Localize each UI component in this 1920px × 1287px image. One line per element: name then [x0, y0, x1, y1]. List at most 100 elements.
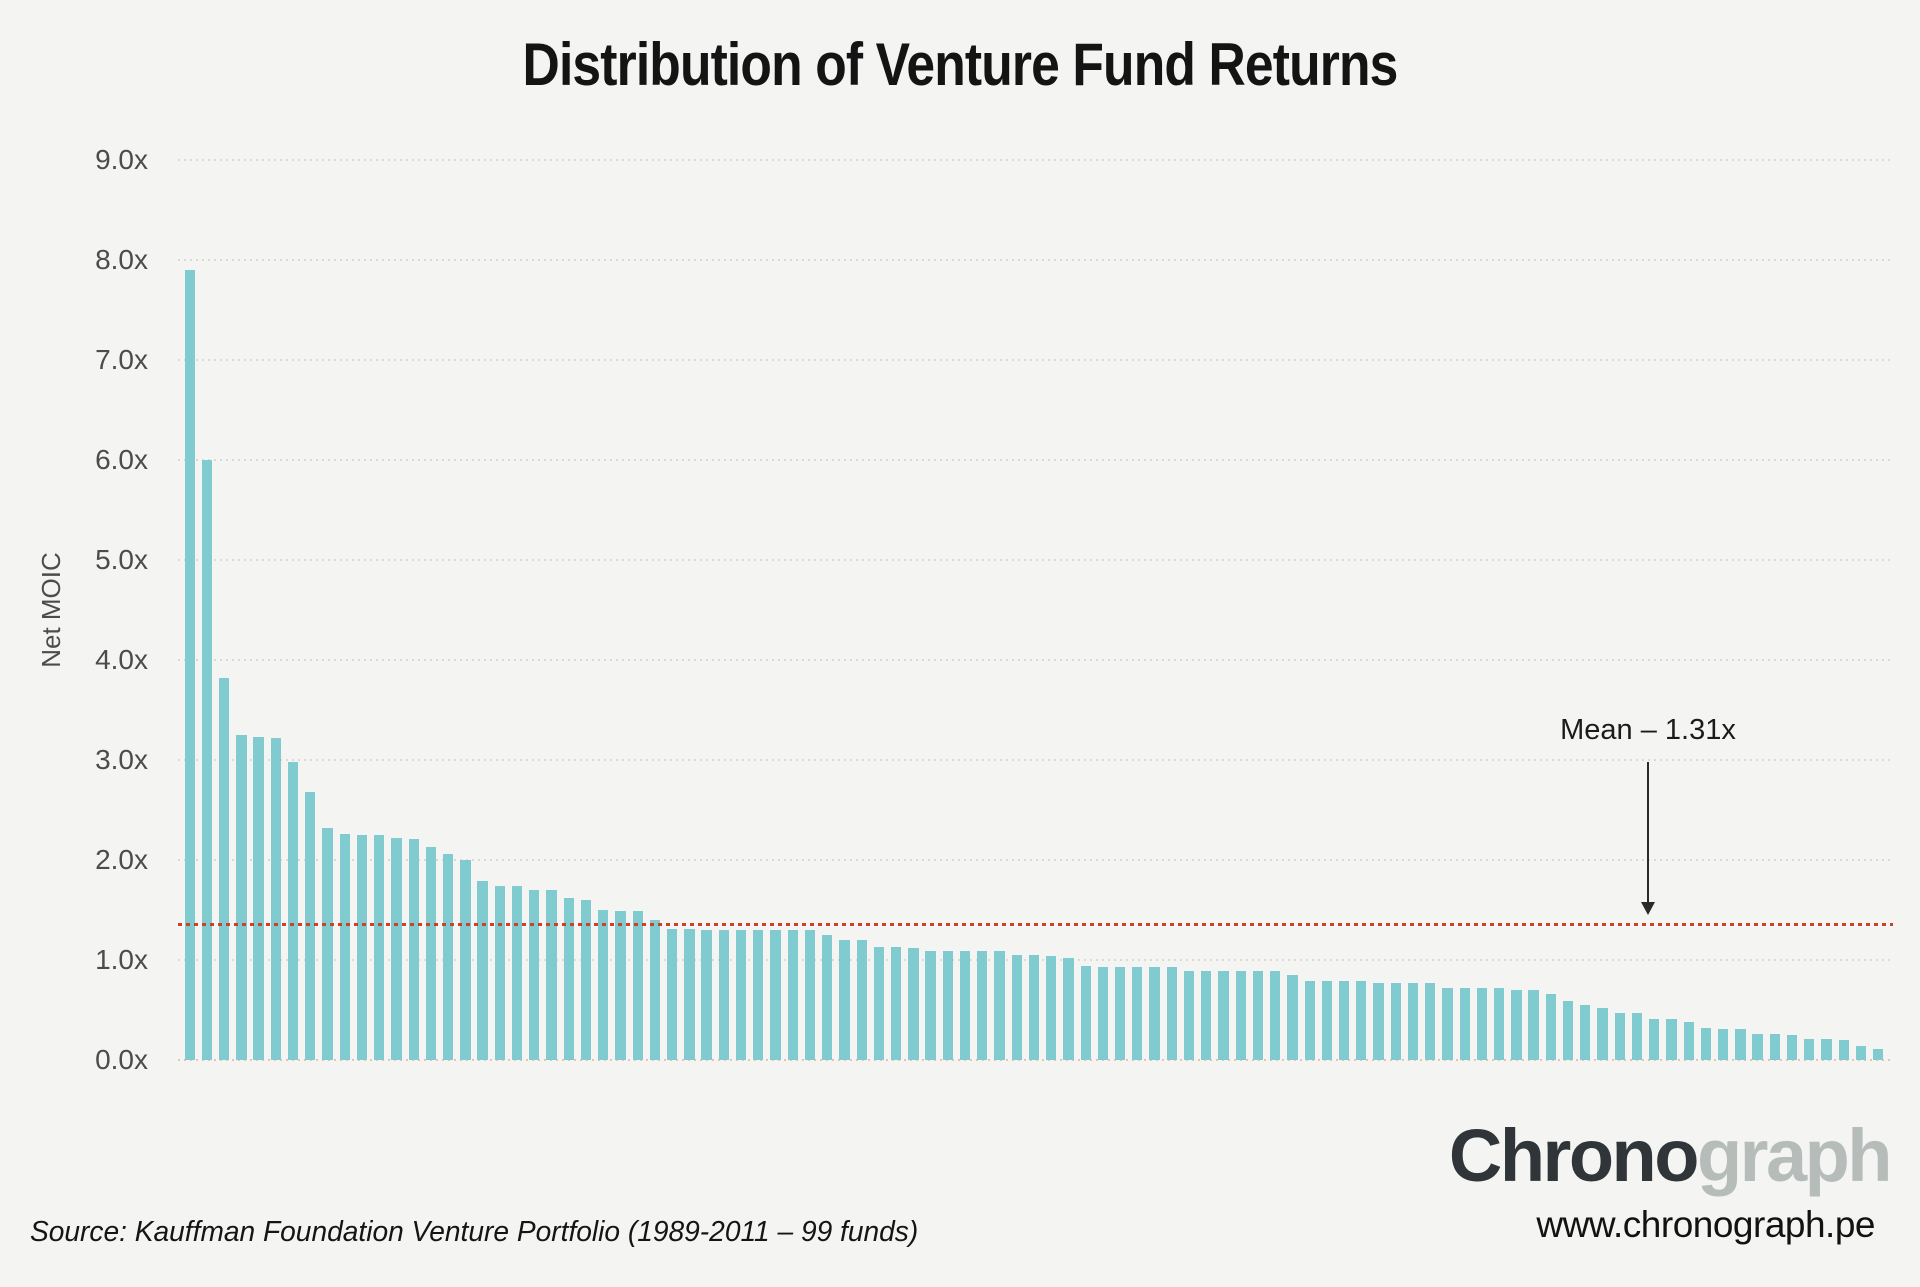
bar [701, 930, 712, 1060]
website-url: www.chronograph.pe [1536, 1204, 1875, 1245]
bar [1442, 988, 1453, 1060]
gridline [178, 159, 1893, 161]
mean-line [178, 922, 1893, 926]
gridline [178, 259, 1893, 261]
bar [1046, 956, 1057, 1060]
bar [1080, 966, 1091, 1060]
bar [1821, 1039, 1832, 1060]
bar [1494, 988, 1505, 1060]
bar [994, 951, 1005, 1060]
bar [1666, 1019, 1677, 1060]
bar [442, 854, 454, 1060]
bar [890, 947, 902, 1060]
bar [1769, 1034, 1781, 1060]
y-tick-label: 0.0x [95, 1044, 148, 1075]
y-tick-label: 4.0x [95, 644, 148, 675]
chronograph-logo: Chronograph [1449, 1116, 1893, 1196]
bar [1304, 981, 1315, 1060]
bar [1718, 1029, 1729, 1060]
bar [1218, 971, 1229, 1060]
bar [1804, 1039, 1815, 1060]
bar [1235, 971, 1246, 1060]
bar [1700, 1028, 1712, 1060]
bar [184, 270, 195, 1060]
bar [1114, 967, 1126, 1060]
bar [391, 838, 402, 1060]
bar [959, 951, 971, 1060]
bar [1838, 1040, 1849, 1060]
bar [839, 940, 850, 1060]
bar [1873, 1049, 1884, 1060]
bar [1149, 967, 1160, 1060]
bar [529, 890, 540, 1060]
bar [753, 930, 764, 1060]
bar [666, 929, 678, 1060]
bar [718, 930, 729, 1060]
bar [649, 920, 661, 1060]
gridline [178, 759, 1893, 761]
bar [1459, 988, 1470, 1060]
bar [1270, 971, 1281, 1060]
bar [1614, 1013, 1625, 1060]
source-text: Source: Kauffman Foundation Venture Port… [30, 1216, 919, 1248]
bar [1580, 1005, 1591, 1060]
bar [1511, 990, 1522, 1060]
bar [822, 935, 833, 1060]
mean-arrow-icon [1641, 762, 1655, 915]
bar [1390, 983, 1401, 1060]
bar [1097, 967, 1109, 1060]
mean-annotation-label: Mean – 1.31x [1560, 714, 1736, 746]
bar [580, 900, 592, 1060]
bar [305, 792, 316, 1060]
bar [219, 678, 230, 1060]
bar [1562, 1001, 1574, 1060]
mean-arrow-head [1641, 902, 1655, 915]
gridline [178, 859, 1893, 861]
bar [735, 930, 747, 1060]
bar [787, 930, 798, 1060]
bar [856, 940, 867, 1060]
bar [1476, 988, 1488, 1060]
bar [460, 860, 471, 1060]
bar [494, 886, 505, 1060]
gridline [178, 359, 1893, 361]
bar [1597, 1008, 1608, 1060]
bar [408, 839, 419, 1060]
bar [339, 834, 350, 1060]
bar [1252, 971, 1264, 1060]
bar [236, 735, 247, 1060]
y-tick-label: 5.0x [95, 544, 148, 575]
mean-arrow-shaft [1647, 762, 1649, 908]
bar [770, 930, 781, 1060]
bar [925, 951, 936, 1060]
bar [201, 460, 213, 1060]
plot-area: 0.0x 1.0x 2.0x 3.0x 4.0x 5.0x 6.0x 7.0x 8.0x 9.0x [95, 60, 1893, 1075]
bar [356, 835, 368, 1060]
bar [1786, 1035, 1798, 1060]
bar [1683, 1022, 1694, 1060]
bar [942, 951, 953, 1060]
bar [1425, 983, 1436, 1060]
y-tick-label: 2.0x [95, 844, 148, 875]
bar [546, 890, 557, 1060]
gridline [178, 459, 1893, 461]
bar [873, 947, 885, 1060]
gridline [178, 559, 1893, 561]
bar [1028, 955, 1040, 1060]
y-tick-label: 7.0x [95, 344, 148, 375]
bar [563, 898, 574, 1060]
bar [632, 911, 643, 1060]
y-tick-label: 6.0x [95, 444, 148, 475]
bar [270, 738, 282, 1060]
bar [1183, 971, 1195, 1060]
bar [977, 951, 988, 1060]
bar [804, 930, 816, 1060]
bar [1407, 983, 1419, 1060]
bar [908, 948, 919, 1060]
bar [374, 835, 385, 1060]
y-tick-label: 3.0x [95, 744, 148, 775]
y-tick-label: 8.0x [95, 244, 148, 275]
bar [684, 929, 695, 1060]
bar [477, 881, 488, 1060]
